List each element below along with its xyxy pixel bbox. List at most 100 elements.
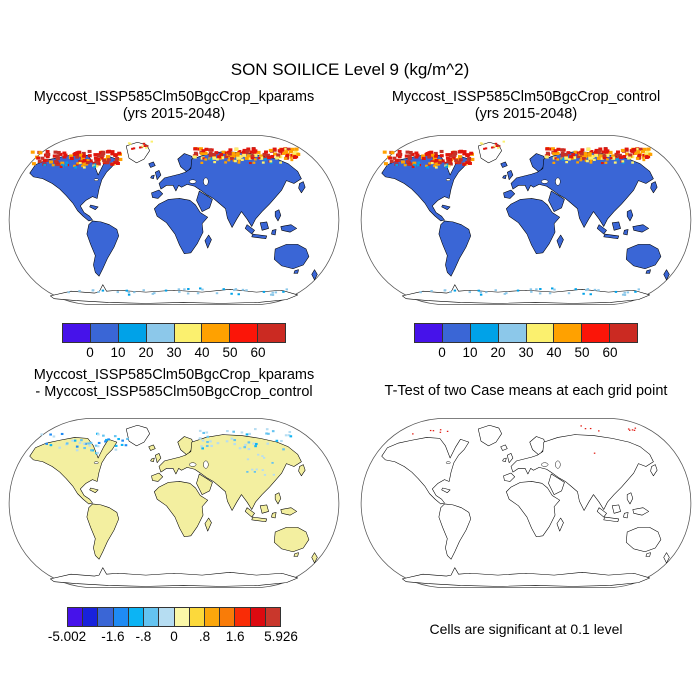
panel-title-control: Myccost_ISSP585Clm50BgcCrop_control (yrs… — [357, 89, 695, 123]
grid-cell — [439, 431, 442, 433]
grid-cell — [49, 160, 53, 164]
grid-cell — [201, 288, 204, 291]
grid-cell — [40, 433, 44, 436]
colorbar-segment — [230, 324, 259, 342]
grid-cell — [243, 446, 247, 449]
grid-cell — [494, 289, 497, 292]
grid-cell — [116, 161, 119, 164]
grid-cell — [596, 156, 601, 160]
grid-cell — [292, 153, 297, 157]
grid-cell — [641, 156, 645, 159]
grid-cell — [392, 156, 397, 160]
colorbar-segment — [144, 608, 160, 626]
grid-cell — [262, 152, 267, 156]
grid-cell — [411, 165, 415, 169]
grid-cell — [502, 140, 506, 143]
grid-cell — [271, 430, 275, 433]
grid-cell — [551, 147, 555, 151]
grid-cell — [462, 162, 467, 166]
colorbar-tick-label: 1.6 — [225, 629, 245, 644]
grid-cell — [642, 158, 646, 162]
grid-cell — [74, 166, 78, 169]
colorbar-tick-label: -1.6 — [101, 629, 125, 644]
grid-cell — [630, 149, 635, 153]
grid-cell — [626, 291, 630, 294]
grid-cell — [271, 461, 274, 464]
grid-cell — [233, 439, 237, 442]
grid-cell — [564, 156, 569, 160]
grid-cell — [217, 155, 222, 159]
grid-cell — [621, 293, 625, 296]
grid-cell — [82, 159, 87, 163]
grid-cell — [589, 293, 592, 296]
grid-cell — [58, 446, 62, 449]
grid-cell — [105, 161, 110, 165]
colorbar-tick-label: 60 — [250, 345, 266, 360]
grid-cell — [212, 153, 217, 157]
colorbar-kparams-bar — [62, 323, 286, 343]
grid-cell — [449, 291, 452, 293]
grid-cell — [231, 155, 236, 159]
grid-cell — [202, 431, 206, 434]
grid-cell — [43, 163, 47, 166]
grid-cell — [433, 151, 438, 156]
grid-cell — [589, 150, 594, 154]
grid-cell — [220, 156, 225, 160]
grid-cell — [434, 166, 438, 169]
colorbar-segment — [128, 608, 145, 626]
grid-cell — [96, 433, 100, 436]
grid-cell — [93, 165, 97, 168]
grid-cell — [535, 288, 538, 291]
grid-cell — [437, 159, 442, 163]
grid-cell — [585, 289, 588, 292]
grid-cell — [206, 440, 209, 444]
grid-cell — [245, 149, 250, 153]
grid-cell — [233, 289, 236, 292]
grid-cell — [178, 290, 181, 293]
grid-cell — [462, 152, 467, 156]
grid-cell — [397, 152, 402, 156]
grid-cell — [276, 153, 281, 157]
grid-cell — [614, 152, 619, 156]
grid-cell — [215, 158, 219, 161]
grid-cell — [552, 161, 556, 164]
grid-cell — [238, 447, 242, 450]
grid-cell — [183, 288, 186, 291]
grid-cell — [93, 153, 98, 157]
grid-cell — [497, 144, 501, 147]
grid-cell — [255, 442, 258, 446]
grid-cell — [404, 154, 409, 158]
colorbar-segment — [90, 324, 119, 342]
grid-cell — [405, 160, 410, 164]
grid-cell — [259, 154, 264, 158]
colorbar-segment — [189, 608, 205, 626]
grid-cell — [579, 159, 583, 162]
grid-cell — [110, 152, 115, 156]
grid-cell — [45, 442, 48, 445]
grid-cell — [627, 428, 630, 430]
grid-cell — [284, 150, 289, 154]
grid-cell — [642, 147, 647, 151]
grid-cell — [479, 293, 483, 296]
grid-cell — [429, 150, 434, 154]
grid-cell — [640, 150, 645, 154]
grid-cell — [69, 156, 74, 161]
grid-cell — [621, 160, 625, 163]
colorbar-segment — [98, 608, 114, 626]
grid-cell — [56, 156, 60, 160]
grid-cell — [593, 452, 596, 454]
grid-cell — [583, 155, 588, 159]
grid-cell — [552, 151, 557, 156]
grid-cell — [79, 153, 83, 157]
grid-cell — [253, 153, 258, 157]
grid-cell — [143, 145, 147, 148]
grid-cell — [466, 153, 471, 157]
grid-cell — [454, 160, 459, 165]
grid-cell — [204, 158, 208, 161]
grid-cell — [113, 435, 117, 438]
grid-cell — [113, 160, 118, 165]
grid-cell — [205, 444, 209, 448]
grid-cell — [237, 159, 241, 162]
grid-cell — [88, 444, 92, 447]
grid-cell — [468, 291, 472, 294]
